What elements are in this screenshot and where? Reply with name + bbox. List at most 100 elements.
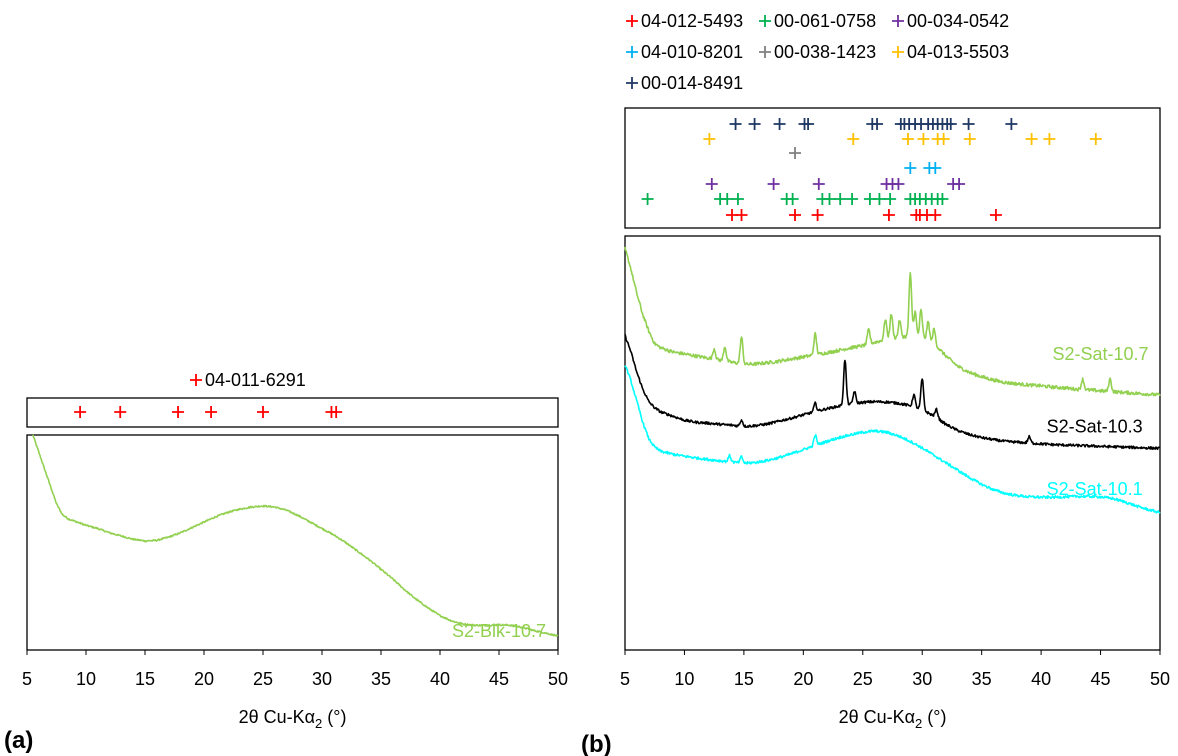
series-line-S2-Sat-10.7: [624, 246, 1161, 397]
series-line-S2-Blk-10.7: [32, 434, 559, 637]
reference-peak-marker: [901, 133, 914, 145]
x-axis-title: 2θ Cu-Kα2 (°): [839, 707, 947, 731]
x-tick-label: 15: [135, 669, 155, 689]
reference-peak-marker: [989, 209, 1002, 221]
reference-peak-marker: [811, 209, 824, 221]
legend-label: 04-010-8201: [641, 42, 743, 62]
x-tick-label: 50: [1150, 669, 1170, 689]
reference-peak-marker: [917, 133, 930, 145]
legend-label: 04-012-5493: [641, 11, 743, 31]
x-tick-label: 25: [253, 669, 273, 689]
reference-peak-marker: [1043, 133, 1056, 145]
reference-peak-marker: [937, 133, 950, 145]
legend-marker: [892, 15, 904, 27]
reference-pattern-04-013-5503: [703, 133, 1102, 145]
panel-b-chart: 04-012-5493 00-061-0758 00-034-0542 04-010-…: [620, 11, 1170, 731]
x-tick-label: 20: [793, 669, 813, 689]
reference-peak-marker: [114, 406, 127, 418]
reference-peak-marker: [773, 118, 786, 130]
reference-peak-marker: [767, 178, 780, 190]
reference-strip-frame: [624, 107, 1161, 229]
reference-pattern-04-010-8201: [904, 162, 942, 174]
reference-pattern-04-011-6291: [74, 406, 343, 418]
reference-peak-marker: [846, 193, 859, 205]
reference-peak-marker: [847, 133, 860, 145]
reference-peak-marker: [748, 118, 761, 130]
reference-strip-frame: [26, 397, 559, 428]
reference-peak-marker: [823, 193, 836, 205]
reference-peak-marker: [205, 406, 218, 418]
series-label: S2-Sat-10.3: [1047, 417, 1143, 437]
reference-peak-marker: [1025, 133, 1038, 145]
legend-label: 04-013-5503: [907, 42, 1009, 62]
x-tick-label: 45: [489, 669, 509, 689]
x-tick-label: 5: [620, 669, 630, 689]
series-line-S2-Sat-10.1: [624, 365, 1161, 514]
legend-entry-04-010-8201: 04-010-8201: [626, 42, 743, 62]
reference-peak-marker: [873, 193, 886, 205]
reference-peak-marker: [703, 133, 716, 145]
reference-peak-marker: [953, 178, 966, 190]
reference-peak-marker: [735, 209, 748, 221]
reference-peak-marker: [963, 133, 976, 145]
legend-label: 00-061-0758: [774, 11, 876, 31]
reference-peak-marker: [1089, 133, 1102, 145]
legend-label: 00-034-0542: [907, 11, 1009, 31]
plot-frame: [624, 235, 1161, 651]
reference-peak-marker: [729, 118, 742, 130]
reference-peak-marker: [871, 118, 884, 130]
panel-b-label: (b): [581, 731, 612, 756]
legend-entry-04-013-5503: 04-013-5503: [892, 42, 1009, 62]
reference-peak-marker: [1005, 118, 1018, 130]
legend-marker: [190, 374, 202, 386]
reference-peak-marker: [721, 193, 734, 205]
x-tick-label: 15: [734, 669, 754, 689]
x-tick-label: 50: [548, 669, 568, 689]
reference-pattern-00-038-1423: [789, 147, 802, 159]
x-tick-label: 40: [1031, 669, 1051, 689]
reference-pattern-00-014-8491: [729, 118, 1018, 130]
reference-peak-marker: [929, 209, 942, 221]
reference-peak-marker: [641, 193, 654, 205]
series-label: S2-Blk-10.7: [452, 621, 546, 641]
x-axis-title: 2θ Cu-Kα2 (°): [239, 707, 347, 731]
plot-frame: [26, 434, 559, 651]
reference-peak-marker: [786, 193, 799, 205]
legend-marker: [626, 77, 638, 89]
legend-label: 04-011-6291: [205, 370, 306, 390]
panel-a-label: (a): [4, 727, 33, 754]
x-tick-label: 45: [1091, 669, 1111, 689]
x-tick-label: 5: [22, 669, 32, 689]
legend-entry-04-011-6291: 04-011-6291: [190, 370, 306, 390]
x-tick-label: 10: [674, 669, 694, 689]
legend-entry-00-034-0542: 00-034-0542: [892, 11, 1009, 31]
reference-peak-marker: [705, 178, 718, 190]
reference-peak-marker: [892, 178, 905, 190]
reference-peak-marker: [731, 193, 744, 205]
x-tick-label: 35: [371, 669, 391, 689]
legend-marker: [759, 46, 771, 58]
legend-label: 00-038-1423: [774, 42, 876, 62]
panel-a-chart: 04-011-6291 5 10 15 20 25 30 35 40 45 50 2θ Cu-Kα2 …: [22, 370, 568, 731]
reference-peak-marker: [834, 193, 847, 205]
reference-peak-marker: [789, 147, 802, 159]
reference-peak-marker: [802, 118, 815, 130]
legend-marker: [892, 46, 904, 58]
reference-pattern-04-012-5493: [726, 209, 1002, 221]
legend-entry-04-012-5493: 04-012-5493: [626, 11, 743, 31]
legend-marker: [626, 46, 638, 58]
reference-peak-marker: [789, 209, 802, 221]
reference-peak-marker: [882, 209, 895, 221]
x-tick-label: 10: [76, 669, 96, 689]
reference-peak-marker: [936, 193, 949, 205]
legend-marker: [759, 15, 771, 27]
legend-entry-00-014-8491: 00-014-8491: [626, 73, 743, 93]
reference-peak-marker: [74, 406, 87, 418]
reference-peak-marker: [812, 178, 825, 190]
legend-marker: [626, 15, 638, 27]
reference-peak-marker: [929, 162, 942, 174]
legend-label: 00-014-8491: [641, 73, 743, 93]
x-tick-label: 20: [194, 669, 214, 689]
x-tick-label: 40: [430, 669, 450, 689]
x-tick-label: 35: [972, 669, 992, 689]
